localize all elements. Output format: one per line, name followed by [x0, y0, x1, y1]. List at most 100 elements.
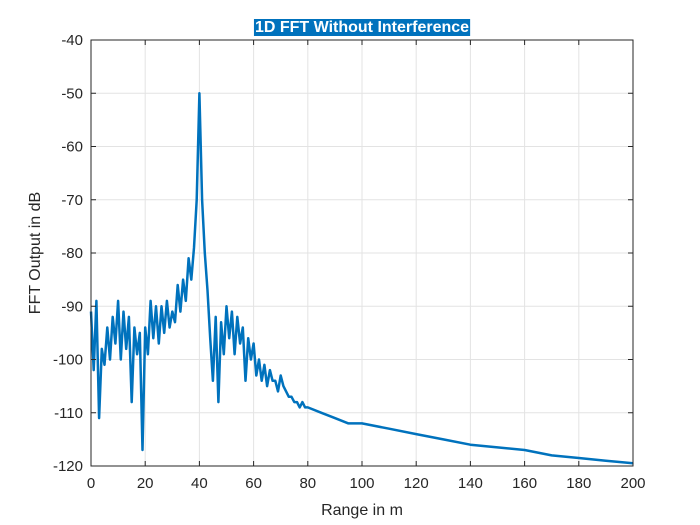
data-point — [578, 457, 580, 459]
data-point — [388, 428, 390, 430]
data-point — [269, 369, 271, 371]
data-point — [361, 422, 363, 424]
data-point — [242, 326, 244, 329]
data-point — [196, 199, 198, 201]
data-point — [185, 300, 187, 302]
data-point — [266, 385, 268, 387]
data-point — [263, 364, 265, 366]
data-point — [112, 316, 114, 318]
data-point — [293, 401, 295, 403]
y-tick-label: -100 — [53, 352, 83, 369]
data-point — [442, 438, 444, 440]
data-point — [131, 401, 133, 403]
y-tick-label: -50 — [61, 85, 83, 102]
data-point — [320, 412, 322, 414]
data-point — [152, 337, 154, 339]
data-point — [282, 385, 284, 387]
x-tick-labels: 0 20 40 60 80 100 120 140 160 180 200 — [87, 475, 646, 492]
data-point — [469, 444, 471, 446]
data-point — [524, 449, 526, 451]
data-point — [244, 380, 247, 382]
x-tick-label: 20 — [137, 475, 154, 492]
data-point — [253, 342, 255, 345]
data-point — [247, 337, 249, 339]
chart-title: 1D FFT Without Interference — [255, 19, 469, 36]
y-tick-label: -40 — [61, 32, 83, 49]
data-point — [605, 460, 607, 462]
data-point — [188, 257, 190, 259]
y-tick-label: -90 — [61, 298, 83, 315]
data-point — [234, 353, 236, 355]
data-point — [272, 380, 274, 382]
data-point — [551, 454, 553, 456]
chart-title-highlight — [253, 19, 471, 36]
data-point — [109, 358, 111, 361]
data-point — [190, 279, 192, 281]
data-point — [136, 353, 138, 355]
data-point — [201, 199, 203, 201]
data-point — [139, 332, 141, 334]
data-point — [206, 289, 209, 291]
data-point — [133, 326, 135, 329]
data-point — [128, 316, 130, 318]
data-point — [209, 337, 211, 339]
data-point — [212, 380, 214, 382]
ticks — [90, 39, 634, 467]
data-point — [163, 332, 165, 334]
data-point — [147, 353, 149, 355]
data-point — [223, 353, 225, 355]
data-point — [225, 305, 228, 307]
data-point — [141, 449, 144, 451]
x-tick-label: 120 — [404, 475, 429, 492]
x-tick-label: 40 — [191, 475, 208, 492]
data-point — [285, 390, 287, 392]
data-point — [274, 380, 276, 382]
y-tick-label: -110 — [54, 405, 83, 422]
data-point — [122, 311, 125, 313]
data-point — [299, 406, 301, 408]
data-point — [158, 342, 160, 345]
x-tick-label: 140 — [458, 475, 483, 492]
data-point — [290, 396, 293, 398]
y-axis-label: FFT Output in dB — [27, 192, 44, 314]
data-point — [415, 433, 417, 435]
data-point — [296, 401, 298, 403]
data-point — [117, 300, 119, 302]
data-point — [258, 358, 260, 361]
data-point — [239, 342, 241, 345]
x-tick-label: 60 — [245, 475, 262, 492]
data-point — [114, 342, 116, 345]
data-point — [280, 374, 282, 377]
data-point — [261, 380, 263, 382]
data-point — [236, 316, 238, 318]
data-point — [95, 300, 97, 302]
data-point — [193, 247, 195, 249]
data-point — [217, 401, 219, 403]
x-tick-label: 180 — [566, 475, 591, 492]
data-point — [204, 252, 206, 254]
data-point — [120, 358, 122, 361]
y-tick-label: -70 — [61, 192, 83, 209]
x-tick-label: 200 — [620, 475, 645, 492]
data-point — [177, 284, 179, 286]
data-point — [93, 369, 95, 371]
data-point — [277, 390, 279, 392]
x-tick-label: 100 — [349, 475, 374, 492]
data-point — [169, 326, 171, 329]
data-point — [182, 279, 184, 281]
data-point — [198, 92, 200, 94]
data-point — [288, 396, 290, 398]
series-layer — [89, 92, 634, 465]
data-point — [98, 417, 100, 419]
data-point — [304, 406, 306, 408]
y-tick-label: -120 — [53, 458, 83, 475]
data-point — [171, 311, 173, 313]
data-point — [255, 374, 257, 377]
data-point — [166, 300, 168, 302]
data-point — [347, 422, 349, 424]
data-point — [106, 326, 108, 329]
data-point — [228, 337, 230, 339]
data-point — [496, 446, 499, 448]
y-tick-label: -60 — [61, 139, 83, 156]
